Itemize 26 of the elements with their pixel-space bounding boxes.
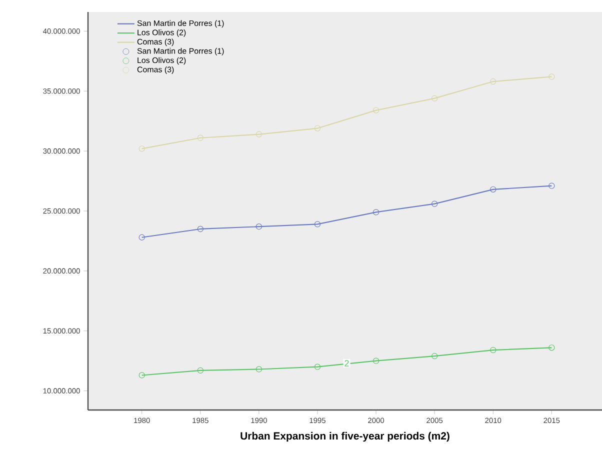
point — [490, 78, 496, 85]
point — [256, 366, 262, 372]
point — [548, 182, 555, 189]
point — [314, 125, 321, 132]
point — [197, 367, 204, 374]
point — [548, 74, 555, 80]
point — [138, 372, 145, 378]
point — [314, 364, 321, 370]
point — [548, 344, 555, 351]
point — [431, 95, 438, 102]
point — [138, 234, 145, 240]
point — [256, 223, 262, 230]
point — [372, 358, 380, 364]
point — [372, 107, 380, 114]
point — [431, 200, 438, 207]
point — [490, 346, 496, 354]
point — [197, 134, 204, 141]
point — [256, 131, 262, 138]
point — [490, 186, 496, 193]
point — [314, 221, 321, 228]
point — [431, 352, 438, 360]
point — [197, 226, 204, 232]
point — [138, 146, 145, 152]
annotation: 2 — [344, 360, 349, 366]
x-axis-title: Urban Expansion in five-year periods (m2) — [240, 432, 450, 442]
point — [372, 209, 380, 216]
